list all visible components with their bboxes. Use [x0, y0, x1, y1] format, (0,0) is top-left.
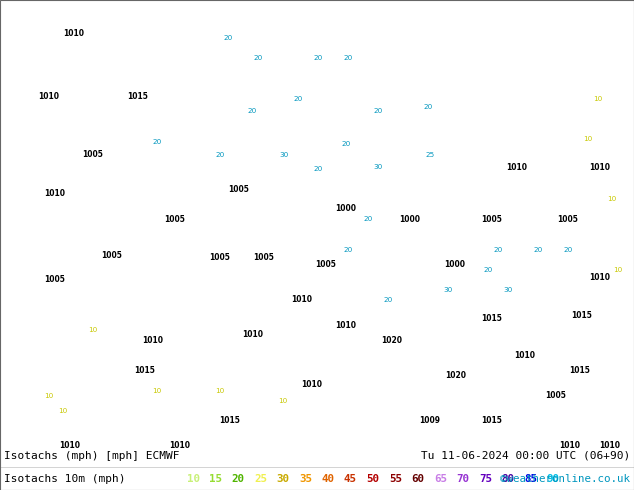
- Text: 1005: 1005: [557, 215, 578, 224]
- Text: 20: 20: [216, 152, 224, 158]
- Text: 1015: 1015: [134, 366, 155, 375]
- Text: 10: 10: [593, 96, 603, 101]
- Text: 1010: 1010: [169, 441, 190, 450]
- Text: 75: 75: [479, 474, 492, 484]
- Text: 85: 85: [524, 474, 537, 484]
- Text: 20: 20: [313, 55, 323, 61]
- Text: 1015: 1015: [482, 416, 502, 425]
- Text: 1010: 1010: [590, 273, 611, 282]
- Text: 25: 25: [254, 474, 267, 484]
- Text: 10: 10: [44, 392, 54, 399]
- Text: 20: 20: [493, 246, 503, 253]
- Text: 20: 20: [152, 139, 162, 145]
- Text: 30: 30: [373, 164, 383, 170]
- Text: 20: 20: [294, 96, 302, 101]
- Text: 1010: 1010: [242, 330, 264, 339]
- Text: 20: 20: [344, 55, 353, 61]
- Text: 35: 35: [299, 474, 312, 484]
- Text: 1005: 1005: [229, 185, 249, 194]
- Text: 20: 20: [373, 108, 383, 114]
- Text: 20: 20: [564, 246, 573, 253]
- Text: 30: 30: [443, 287, 453, 293]
- Text: 1015: 1015: [572, 311, 592, 319]
- Text: 10: 10: [88, 327, 98, 333]
- Text: 40: 40: [321, 474, 335, 484]
- Text: 20: 20: [341, 141, 351, 147]
- Text: 50: 50: [366, 474, 380, 484]
- Text: 20: 20: [313, 166, 323, 172]
- Text: 1005: 1005: [210, 253, 230, 262]
- Text: 10: 10: [278, 398, 288, 404]
- Text: 65: 65: [434, 474, 447, 484]
- Text: 1015: 1015: [569, 366, 590, 375]
- Text: 15: 15: [209, 474, 222, 484]
- Text: 1010: 1010: [60, 441, 81, 450]
- Text: 1005: 1005: [254, 253, 275, 262]
- Text: 1005: 1005: [44, 275, 65, 284]
- Text: 30: 30: [276, 474, 290, 484]
- Text: 10: 10: [607, 196, 617, 202]
- Text: 1005: 1005: [316, 260, 337, 269]
- Text: 1015: 1015: [219, 416, 240, 425]
- Text: Isotachs 10m (mph): Isotachs 10m (mph): [4, 474, 126, 484]
- Text: 1010: 1010: [63, 29, 84, 38]
- Text: 80: 80: [501, 474, 515, 484]
- Text: 20: 20: [254, 55, 262, 61]
- Text: 20: 20: [231, 474, 245, 484]
- Text: 1005: 1005: [165, 215, 185, 224]
- Text: 1005: 1005: [482, 215, 502, 224]
- Text: 1009: 1009: [420, 416, 441, 425]
- Text: 20: 20: [483, 267, 493, 273]
- Text: 1015: 1015: [127, 92, 148, 101]
- Text: 70: 70: [456, 474, 470, 484]
- Text: 20: 20: [247, 108, 257, 114]
- Text: 10: 10: [583, 136, 593, 142]
- Text: 1020: 1020: [446, 371, 467, 380]
- Text: 20: 20: [384, 297, 392, 303]
- Text: 20: 20: [533, 246, 543, 253]
- Text: 1000: 1000: [335, 204, 356, 213]
- Text: 20: 20: [424, 104, 432, 110]
- Text: 1015: 1015: [482, 314, 502, 322]
- Text: 45: 45: [344, 474, 357, 484]
- Text: 1010: 1010: [600, 441, 621, 450]
- Text: 1010: 1010: [335, 320, 356, 330]
- Text: 25: 25: [425, 152, 435, 158]
- Text: 10: 10: [216, 388, 224, 393]
- Text: 1020: 1020: [382, 336, 403, 345]
- Text: 10: 10: [152, 388, 162, 393]
- Text: 20: 20: [363, 217, 373, 222]
- Text: 1000: 1000: [399, 215, 420, 224]
- Text: Isotachs (mph) [mph] ECMWF: Isotachs (mph) [mph] ECMWF: [4, 451, 179, 461]
- Text: 30: 30: [280, 152, 288, 158]
- Text: 1005: 1005: [101, 251, 122, 260]
- Text: 1010: 1010: [39, 92, 60, 101]
- Text: 1010: 1010: [507, 163, 527, 172]
- Text: 1010: 1010: [292, 295, 313, 304]
- Text: 1005: 1005: [546, 391, 566, 400]
- Text: 1010: 1010: [559, 441, 581, 450]
- Text: 10: 10: [186, 474, 200, 484]
- Text: 1010: 1010: [44, 189, 65, 198]
- Text: Tu 11-06-2024 00:00 UTC (06+90): Tu 11-06-2024 00:00 UTC (06+90): [421, 451, 630, 461]
- Text: 60: 60: [411, 474, 425, 484]
- Text: 20: 20: [223, 35, 233, 41]
- Text: 20: 20: [344, 246, 353, 253]
- Text: 1010: 1010: [590, 163, 611, 172]
- Text: 1010: 1010: [143, 336, 164, 345]
- Text: 1000: 1000: [444, 260, 465, 269]
- Text: 55: 55: [389, 474, 402, 484]
- Text: 1005: 1005: [82, 149, 103, 159]
- Text: 30: 30: [503, 287, 513, 293]
- Text: 1010: 1010: [515, 351, 536, 360]
- Text: 90: 90: [547, 474, 559, 484]
- Text: 1010: 1010: [302, 380, 323, 389]
- Text: 10: 10: [613, 267, 623, 273]
- Text: ©weatheronline.co.uk: ©weatheronline.co.uk: [500, 474, 630, 484]
- Text: 10: 10: [58, 408, 68, 414]
